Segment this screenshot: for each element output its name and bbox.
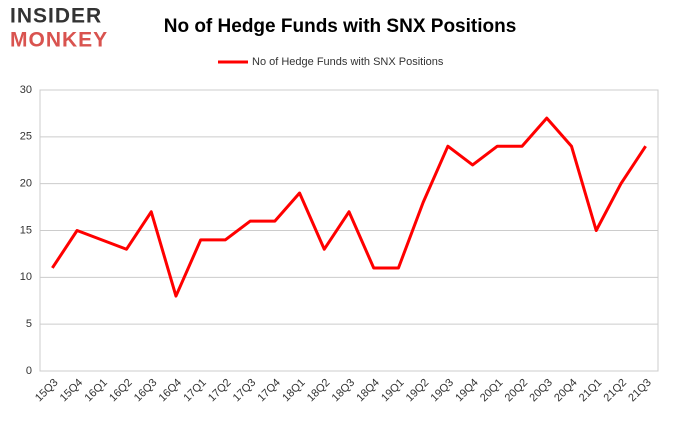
x-tick-label: 18Q3 (330, 377, 358, 405)
x-tick-label: 16Q4 (157, 377, 185, 405)
x-tick-label: 20Q3 (527, 377, 555, 405)
logo-top: INSIDER (10, 5, 102, 28)
x-tick-label: 17Q4 (255, 377, 283, 405)
x-tick-label: 17Q1 (181, 377, 209, 405)
x-tick-label: 20Q4 (552, 377, 580, 405)
legend-label: No of Hedge Funds with SNX Positions (252, 56, 444, 68)
y-tick-label: 20 (20, 178, 32, 190)
x-tick-label: 19Q4 (453, 377, 481, 405)
y-tick-label: 5 (26, 318, 32, 330)
x-tick-label: 21Q1 (577, 377, 605, 405)
x-tick-label: 16Q1 (82, 377, 110, 405)
x-tick-label: 18Q1 (280, 377, 308, 405)
x-tick-label: 15Q4 (58, 377, 86, 405)
x-tick-label: 17Q3 (231, 377, 259, 405)
x-tick-label: 20Q2 (503, 377, 531, 405)
x-tick-label: 15Q3 (33, 377, 61, 405)
x-tick-label: 16Q3 (132, 377, 160, 405)
chart-title: No of Hedge Funds with SNX Positions (164, 16, 517, 37)
x-tick-label: 18Q4 (354, 377, 382, 405)
logo-bottom: MONKEY (10, 29, 108, 52)
x-tick-label: 20Q1 (478, 377, 506, 405)
x-tick-label: 19Q2 (404, 377, 432, 405)
y-tick-label: 25 (20, 131, 32, 143)
x-tick-label: 21Q3 (626, 377, 654, 405)
y-tick-label: 15 (20, 224, 32, 236)
data-line (51, 116, 647, 298)
x-tick-label: 17Q2 (206, 377, 234, 405)
x-tick-label: 21Q2 (602, 377, 630, 405)
x-tick-label: 18Q2 (305, 377, 333, 405)
y-tick-label: 30 (20, 84, 32, 96)
y-tick-label: 0 (26, 365, 32, 377)
x-tick-label: 19Q3 (429, 377, 457, 405)
y-tick-label: 10 (20, 271, 32, 283)
x-tick-label: 16Q2 (107, 377, 135, 405)
x-tick-label: 19Q1 (379, 377, 407, 405)
